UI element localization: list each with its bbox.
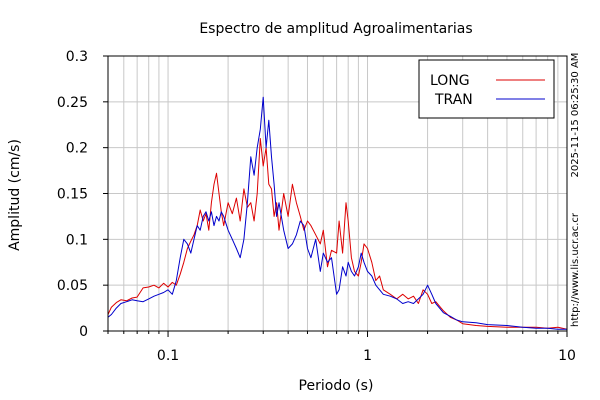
- y-tick-label: 0.05: [57, 278, 88, 294]
- legend-box: [418, 59, 555, 119]
- axis-ticks: 0 0.05 0.1 0.15 0.2 0.25 0.3 0.1 1 10: [57, 49, 576, 364]
- x-tick-label: 10: [558, 348, 576, 364]
- y-tick-label: 0.25: [57, 95, 88, 111]
- x-axis-label: Periodo (s): [299, 378, 374, 394]
- x-tick-label: 0.1: [157, 348, 179, 364]
- series-layer: [107, 96, 568, 330]
- legend: LONG TRAN: [418, 59, 555, 119]
- legend-label-tran: TRAN: [434, 92, 473, 108]
- y-axis-label: Amplitud (cm/s): [7, 139, 23, 251]
- timestamp-label: 2025-11-15 06:25:30 AM: [570, 53, 581, 178]
- series-line-tran: [107, 96, 567, 330]
- grid: [107, 55, 568, 332]
- source-url-label: http://www.lis.ucr.ac.cr: [570, 212, 581, 327]
- chart-title: Espectro de amplitud Agroalimentarias: [199, 21, 472, 37]
- x-tick-label: 1: [363, 348, 372, 364]
- y-tick-label: 0.2: [66, 141, 88, 157]
- legend-label-long: LONG: [430, 73, 470, 89]
- y-tick-label: 0.1: [66, 232, 88, 248]
- y-tick-label: 0.15: [57, 187, 88, 203]
- series-line-long: [107, 138, 568, 330]
- y-tick-label: 0: [79, 324, 88, 340]
- y-tick-label: 0.3: [66, 49, 88, 65]
